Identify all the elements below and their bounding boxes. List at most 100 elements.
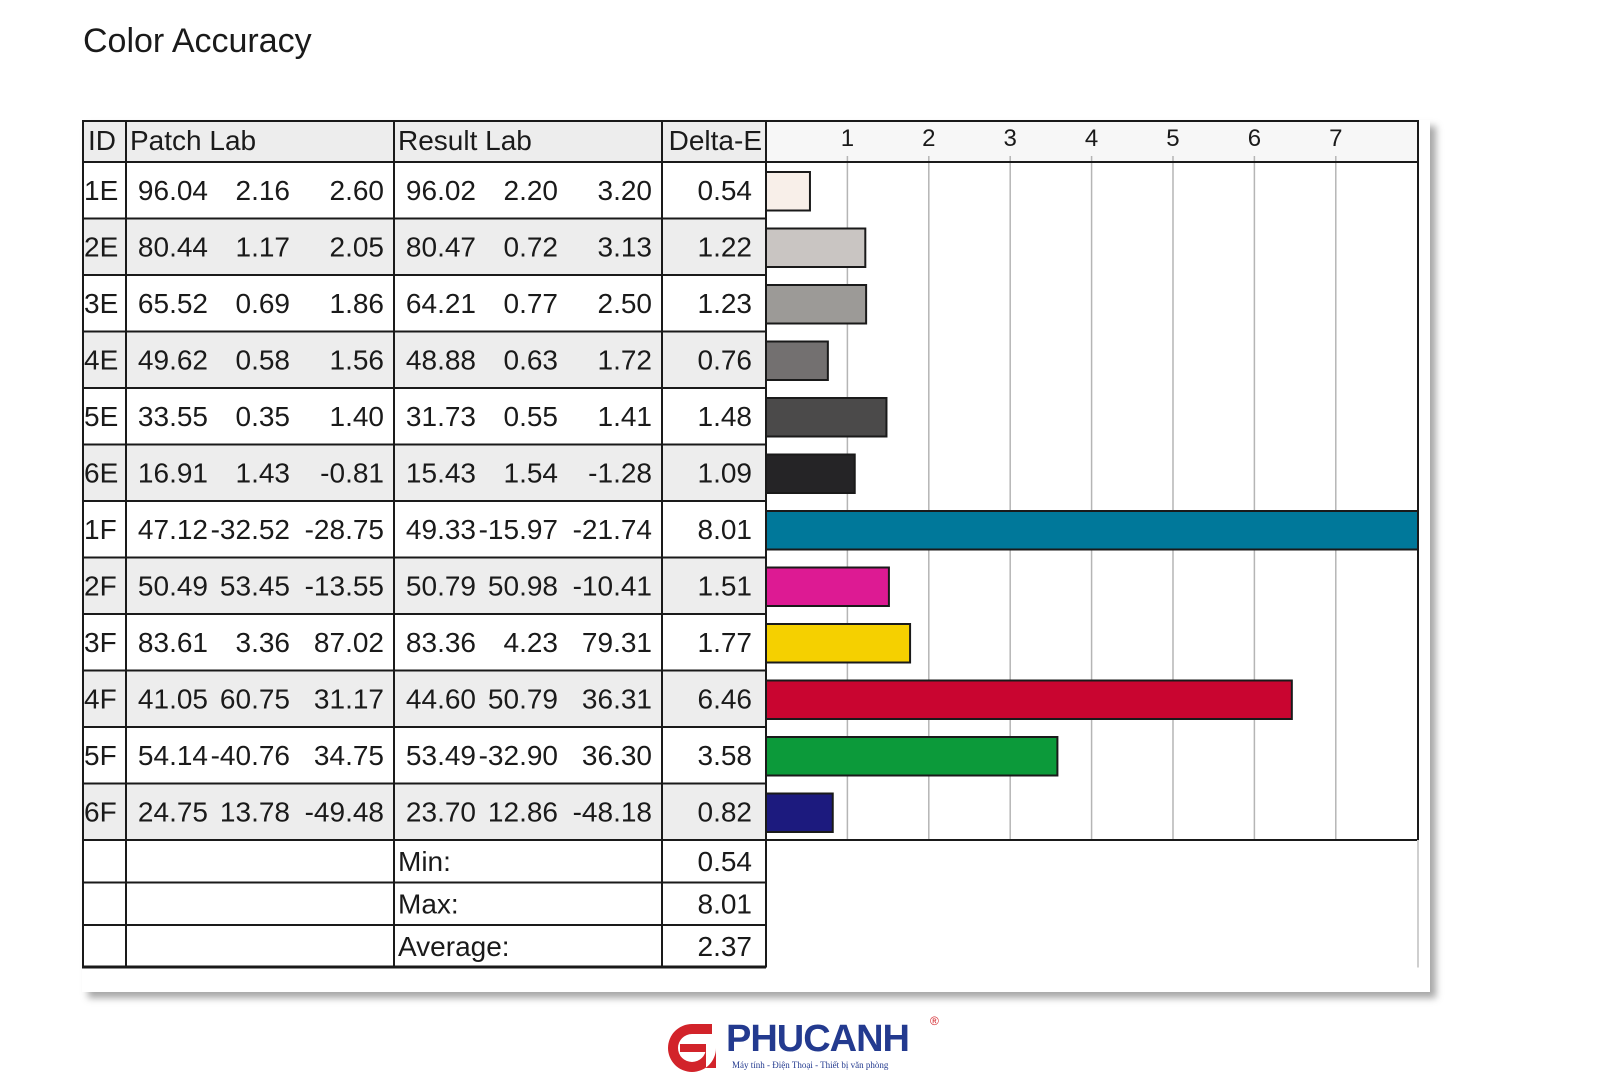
cell-result-lab: 3.13: [598, 232, 653, 263]
cell-delta-e: 1.22: [698, 232, 753, 263]
cell-patch-lab: 0.58: [236, 345, 291, 376]
summary-value: 2.37: [698, 931, 753, 962]
cell-patch-lab: 2.05: [330, 232, 385, 263]
cell-patch-lab: 54.14: [138, 740, 208, 771]
cell-patch-lab: -32.52: [211, 514, 290, 545]
table-row-bg: [82, 557, 766, 614]
cell-patch-lab: 3.36: [236, 627, 291, 658]
summary-value: 0.54: [698, 846, 753, 877]
x-tick-label: 5: [1166, 125, 1179, 152]
table-row-bg: [82, 331, 766, 388]
bar-3F: [765, 623, 912, 664]
cell-result-lab: 36.31: [582, 684, 652, 715]
bar-6F: [765, 792, 834, 833]
table-row-bg: [82, 218, 766, 275]
bar-2E: [765, 227, 867, 268]
cell-result-lab: -10.41: [573, 571, 652, 602]
bar-3E: [765, 284, 868, 325]
logo-tagline: Máy tính - Điện Thoại - Thiết bị văn phò…: [732, 1060, 889, 1070]
header-patch-lab: Patch Lab: [130, 125, 256, 156]
cell-result-lab: 12.86: [488, 797, 558, 828]
header-bg: [82, 120, 766, 162]
cell-result-lab: 36.30: [582, 740, 652, 771]
bar-5E: [765, 397, 888, 438]
cell-patch-lab: 1.17: [236, 232, 291, 263]
bar-4F: [765, 679, 1293, 720]
table-row-bg: [82, 162, 766, 219]
cell-result-lab: 96.02: [406, 175, 476, 206]
bar-5F: [765, 736, 1059, 777]
table-row-bg: [82, 275, 766, 332]
cell-id: 5F: [84, 740, 117, 771]
cell-patch-lab: 1.56: [330, 345, 385, 376]
summary-label: Min:: [398, 846, 451, 877]
cell-delta-e: 0.76: [698, 345, 753, 376]
cell-result-lab: 50.79: [406, 571, 476, 602]
cell-result-lab: 49.33: [406, 514, 476, 545]
cell-patch-lab: 53.45: [220, 571, 290, 602]
cell-result-lab: 1.54: [504, 458, 559, 489]
cell-patch-lab: 1.43: [236, 458, 291, 489]
summary-label: Max:: [398, 889, 459, 920]
cell-result-lab: 50.79: [488, 684, 558, 715]
cell-patch-lab: 83.61: [138, 627, 208, 658]
cell-patch-lab: 16.91: [138, 458, 208, 489]
cell-result-lab: 80.47: [406, 232, 476, 263]
cell-delta-e: 0.54: [698, 175, 753, 206]
table-row-bg: [82, 444, 766, 501]
cell-patch-lab: 24.75: [138, 797, 208, 828]
cell-patch-lab: 31.17: [314, 684, 384, 715]
cell-id: 2F: [84, 571, 117, 602]
bar-4E: [765, 340, 829, 381]
cell-delta-e: 8.01: [698, 514, 753, 545]
phucanh-logo: PHUCANH ® Máy tính - Điện Thoại - Thiết …: [660, 1014, 960, 1078]
logo-name: PHUCANH: [726, 1018, 910, 1060]
cell-result-lab: 83.36: [406, 627, 476, 658]
cell-result-lab: 1.41: [598, 401, 653, 432]
table-row-bg: [82, 388, 766, 445]
cell-result-lab: 64.21: [406, 288, 476, 319]
table-row-bg: [82, 670, 766, 727]
cell-id: 1F: [84, 514, 117, 545]
page-title: Color Accuracy: [83, 22, 312, 60]
cell-result-lab: -21.74: [573, 514, 652, 545]
table-row-bg: [82, 501, 766, 558]
table-row-bg: [82, 614, 766, 671]
cell-patch-lab: 34.75: [314, 740, 384, 771]
cell-result-lab: 0.77: [504, 288, 559, 319]
bar-1E: [765, 171, 811, 212]
cell-patch-lab: 13.78: [220, 797, 290, 828]
cell-result-lab: 23.70: [406, 797, 476, 828]
x-tick-label: 6: [1248, 125, 1261, 152]
cell-result-lab: 0.55: [504, 401, 559, 432]
cell-result-lab: 0.72: [504, 232, 559, 263]
cell-patch-lab: 1.86: [330, 288, 385, 319]
cell-result-lab: 2.20: [504, 175, 559, 206]
cell-patch-lab: -0.81: [320, 458, 384, 489]
cell-patch-lab: 49.62: [138, 345, 208, 376]
bar-1F: [765, 510, 1419, 551]
cell-patch-lab: 0.35: [236, 401, 291, 432]
color-accuracy-chart: 1 2 3 4 5 6 7 ID Patch Lab Result Lab Delta-E 1E 96.…: [82, 120, 1419, 969]
cell-delta-e: 1.77: [698, 627, 753, 658]
cell-result-lab: 15.43: [406, 458, 476, 489]
cell-patch-lab: 60.75: [220, 684, 290, 715]
cell-patch-lab: -13.55: [305, 571, 384, 602]
cell-result-lab: 48.88: [406, 345, 476, 376]
cell-delta-e: 6.46: [698, 684, 753, 715]
x-tick-label: 4: [1085, 125, 1098, 152]
cell-result-lab: 79.31: [582, 627, 652, 658]
cell-result-lab: 53.49: [406, 740, 476, 771]
table-row-bg: [82, 727, 766, 784]
cell-result-lab: -15.97: [479, 514, 558, 545]
summary-value: 8.01: [698, 889, 753, 920]
cell-patch-lab: -40.76: [211, 740, 290, 771]
cell-id: 3E: [84, 288, 118, 319]
header-result-lab: Result Lab: [398, 125, 532, 156]
phucanh-logo-icon: [668, 1024, 716, 1072]
cell-result-lab: 4.23: [504, 627, 559, 658]
cell-id: 1E: [84, 175, 118, 206]
header-delta-e: Delta-E: [669, 125, 762, 156]
cell-delta-e: 0.82: [698, 797, 753, 828]
cell-delta-e: 1.51: [698, 571, 753, 602]
